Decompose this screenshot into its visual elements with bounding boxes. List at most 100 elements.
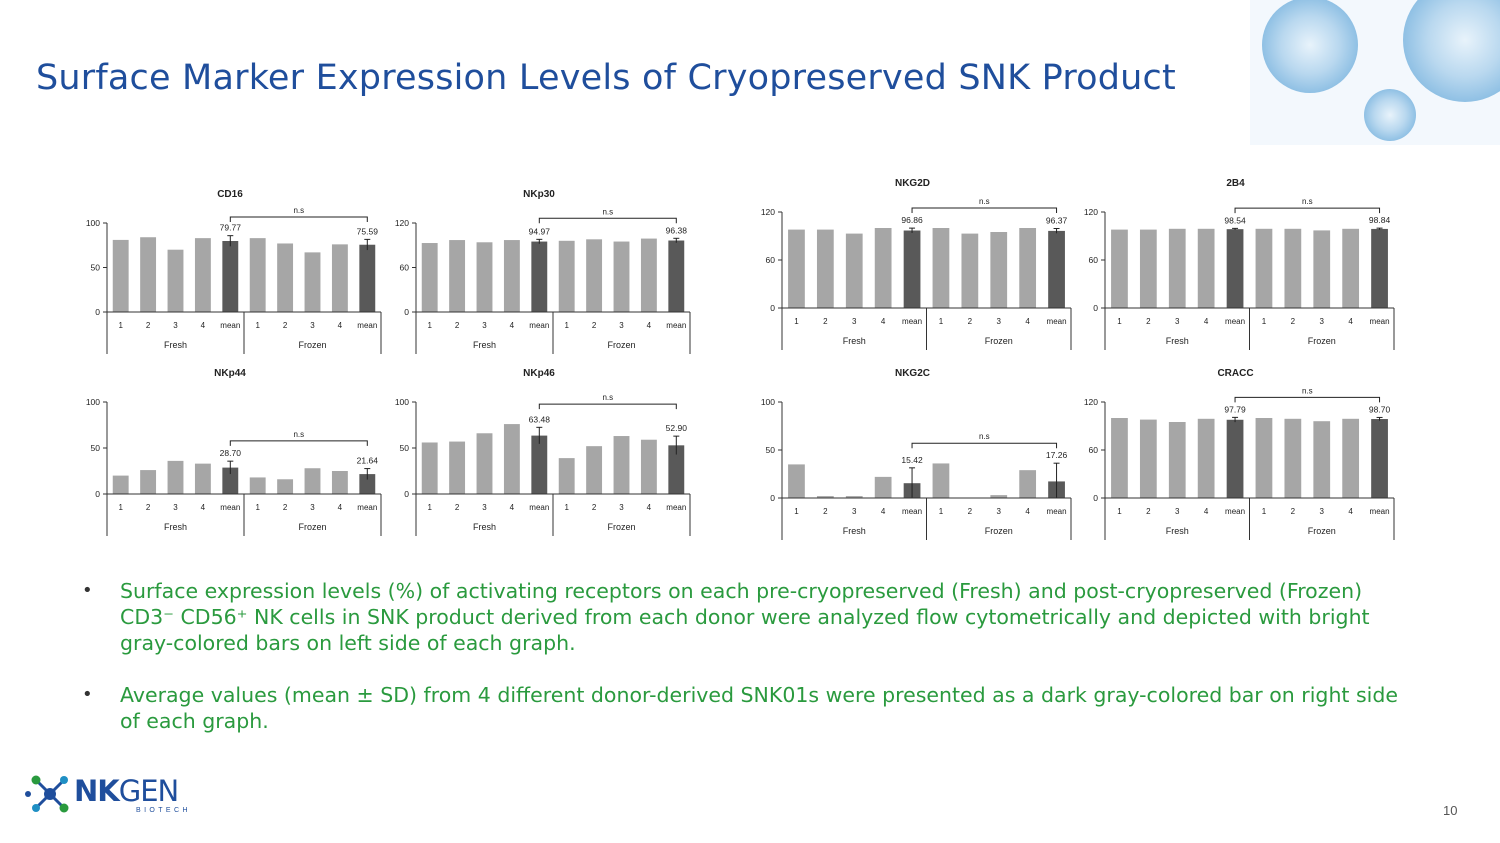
x-tick-label: 1 [118, 503, 123, 512]
y-tick-label: 0 [95, 489, 100, 499]
x-tick-label: mean [220, 321, 240, 330]
donor-bar [112, 239, 129, 312]
donor-bar [1342, 418, 1360, 498]
y-tick-label: 0 [1093, 493, 1098, 503]
donor-bar [331, 471, 348, 494]
x-tick-label: 4 [1204, 507, 1209, 516]
mean-bar [359, 474, 376, 494]
donor-bar [476, 242, 493, 312]
mean-value-label: 79.77 [220, 223, 242, 233]
donor-bar [1139, 229, 1157, 308]
donor-bar [421, 442, 438, 494]
donor-bar [1197, 418, 1215, 498]
donor-bar [421, 243, 438, 312]
y-tick-label: 100 [761, 397, 775, 407]
x-tick-label: 1 [427, 503, 432, 512]
bullet-text-2: Average values (mean ± SD) from 4 differ… [120, 683, 1398, 733]
x-tick-label: 4 [1348, 507, 1353, 516]
significance-label: n.s [602, 207, 613, 216]
donor-bar [558, 458, 575, 494]
x-tick-label: 2 [592, 503, 597, 512]
donor-bar [249, 238, 266, 312]
x-tick-label: mean [902, 317, 922, 326]
x-tick-label: 2 [1291, 507, 1296, 516]
x-tick-label: 1 [794, 507, 799, 516]
page-number: 10 [1443, 803, 1458, 818]
group-label: Fresh [1166, 336, 1189, 346]
donor-bar [1111, 229, 1128, 308]
donor-bar [1284, 228, 1302, 308]
y-tick-label: 50 [91, 263, 101, 273]
group-label: Fresh [164, 340, 187, 350]
donor-bar [613, 436, 630, 494]
significance-bracket [229, 440, 368, 446]
x-tick-label: 1 [939, 507, 944, 516]
bullet-text-1: Surface expression levels (%) of activat… [120, 579, 1370, 655]
donor-bar [788, 464, 805, 498]
group-label: Fresh [1166, 526, 1189, 536]
chart-title: 2B4 [1226, 178, 1245, 189]
donor-bar [277, 243, 294, 312]
group-label: Fresh [473, 340, 496, 350]
x-tick-label: mean [1225, 507, 1245, 516]
donor-bar [788, 229, 805, 308]
x-tick-label: mean [220, 503, 240, 512]
y-tick-label: 60 [1089, 445, 1099, 455]
donor-bar [874, 476, 892, 498]
cell-decoration-image [1250, 0, 1500, 145]
donor-bar [1313, 421, 1331, 498]
donor-bar [1019, 228, 1037, 308]
significance-label: n.s [1302, 386, 1313, 395]
donor-bar [167, 249, 184, 312]
x-tick-label: 2 [1146, 317, 1151, 326]
x-tick-label: 3 [852, 317, 857, 326]
group-label: Frozen [607, 340, 635, 350]
group-label: Frozen [985, 526, 1013, 536]
x-tick-label: 4 [201, 503, 206, 512]
mean-value-label: 96.37 [1046, 216, 1068, 226]
donor-bar [503, 424, 520, 494]
donor-bar [613, 241, 630, 312]
donor-bar [304, 468, 321, 494]
nkg2c-chart: NKG2C 0 50 100 1 2 3 4 mean 1 2 3 4 mean 15.42 17.26 n.s… [761, 368, 1072, 540]
x-tick-label: 1 [939, 317, 944, 326]
y-tick-label: 60 [1089, 255, 1099, 265]
x-tick-label: 1 [255, 321, 260, 330]
x-tick-label: mean [357, 503, 377, 512]
x-tick-label: 2 [455, 321, 460, 330]
x-tick-label: 1 [118, 321, 123, 330]
mean-value-label: 15.42 [901, 455, 923, 465]
x-tick-label: 3 [619, 321, 624, 330]
mean-bar [531, 435, 548, 494]
x-tick-label: 3 [173, 503, 178, 512]
chart-title: NKG2D [895, 178, 930, 189]
x-tick-label: 1 [1117, 507, 1122, 516]
group-label: Fresh [843, 526, 866, 536]
x-tick-label: 2 [283, 321, 288, 330]
donor-bar [932, 228, 950, 308]
donor-bar [874, 228, 892, 308]
x-tick-label: 2 [455, 503, 460, 512]
significance-label: n.s [293, 430, 304, 439]
donor-bar [932, 463, 950, 498]
x-tick-label: 3 [310, 321, 315, 330]
x-tick-label: 4 [1348, 317, 1353, 326]
significance-label: n.s [979, 432, 990, 441]
significance-bracket [911, 442, 1058, 449]
x-tick-label: 1 [427, 321, 432, 330]
cd16-chart: CD16 0 50 100 1 2 3 4 mean 1 2 3 4 mean 79.77 75.59 n.s F… [86, 189, 382, 354]
x-tick-label: 4 [647, 321, 652, 330]
significance-bracket [538, 403, 677, 410]
mean-bar [1048, 230, 1065, 308]
x-tick-label: 1 [564, 503, 569, 512]
x-tick-label: 2 [823, 317, 828, 326]
logo-gen: GEN [118, 774, 179, 808]
x-tick-label: 3 [310, 503, 315, 512]
donor-bar [961, 233, 979, 308]
x-tick-label: 2 [968, 507, 973, 516]
group-label: Frozen [985, 336, 1013, 346]
mean-bar [903, 230, 921, 308]
donor-bar [586, 446, 603, 494]
group-label: Frozen [298, 340, 326, 350]
mean-value-label: 94.97 [529, 226, 551, 236]
